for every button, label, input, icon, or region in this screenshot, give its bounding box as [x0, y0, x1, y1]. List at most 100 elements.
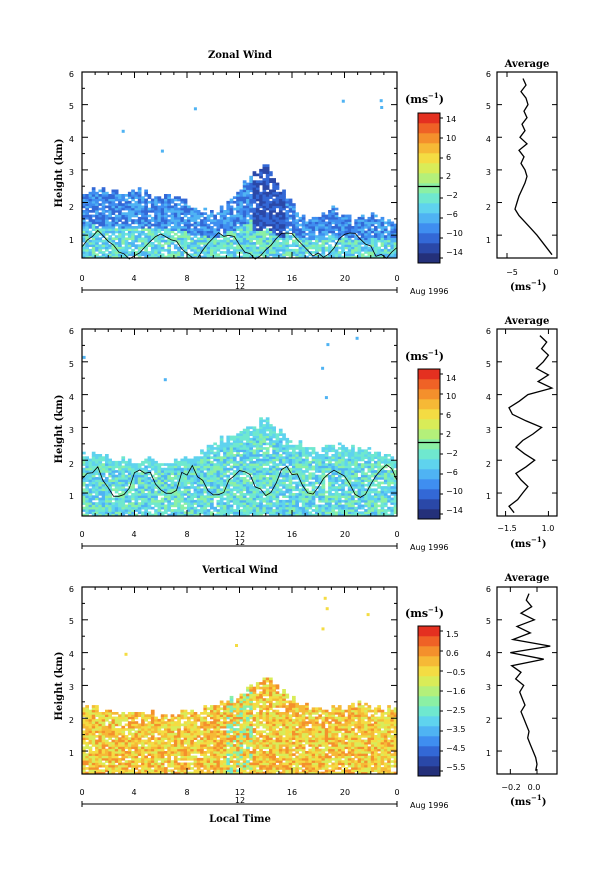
heatmap-cell: [223, 502, 227, 505]
heatmap-cell: [285, 477, 290, 480]
heatmap-cell: [131, 472, 135, 476]
heatmap-cell: [334, 465, 339, 469]
heatmap-cell: [341, 513, 345, 517]
heatmap-cell: [321, 497, 326, 501]
heatmap-cell: [364, 230, 368, 234]
heatmap-cell: [131, 506, 135, 510]
heatmap-cell: [203, 207, 208, 211]
heatmap-cell: [252, 490, 257, 494]
heatmap-cell: [252, 255, 257, 259]
heatmap-cell: [255, 182, 260, 186]
heatmap-cell: [354, 481, 358, 485]
heatmap-cell: [114, 248, 119, 252]
y-tick-label: 1: [69, 236, 74, 245]
heatmap-cell: [226, 223, 231, 227]
heatmap-cell: [108, 481, 112, 485]
heatmap-cell: [278, 203, 283, 206]
heatmap-cell: [91, 244, 96, 247]
heatmap-cell: [364, 474, 368, 478]
heatmap-cell: [216, 235, 221, 238]
heatmap-cell: [272, 474, 276, 478]
heatmap-cell: [210, 251, 214, 254]
heatmap-cell: [360, 216, 365, 220]
heatmap-cell: [360, 465, 365, 469]
heatmap-cell: [157, 479, 162, 482]
heatmap-cell: [210, 246, 214, 250]
heatmap-cell: [347, 513, 352, 517]
heatmap-cell: [203, 221, 208, 225]
heatmap-cell: [95, 194, 99, 197]
heatmap-cell: [370, 472, 375, 476]
heatmap-cell: [292, 212, 296, 215]
heatmap-cell: [393, 239, 398, 243]
heatmap-cell: [219, 472, 224, 476]
heatmap-cell: [374, 497, 378, 501]
heatmap-cell: [177, 203, 181, 206]
heatmap-cell: [160, 255, 165, 259]
heatmap-cell: [200, 212, 204, 215]
heatmap-cell: [216, 451, 221, 455]
heatmap-cell: [292, 244, 296, 247]
heatmap-cell: [272, 470, 276, 473]
heatmap-cell: [390, 479, 395, 482]
heatmap-cell: [177, 198, 181, 202]
heatmap-cell: [108, 244, 112, 247]
heatmap-cell: [328, 499, 332, 503]
heatmap-cell: [88, 210, 93, 213]
heatmap-cell: [301, 223, 306, 227]
heatmap-cell: [252, 428, 257, 432]
heatmap-cell: [180, 509, 185, 512]
heatmap-cell: [360, 456, 365, 459]
heatmap-cell: [249, 511, 253, 515]
heatmap-cell: [357, 463, 362, 466]
heatmap-cell: [337, 458, 342, 462]
heatmap-cell: [298, 456, 303, 459]
heatmap-cell: [147, 506, 152, 510]
heatmap-cell: [200, 490, 204, 494]
heatmap-cell: [357, 497, 362, 501]
heatmap-cell: [380, 504, 385, 508]
heatmap-cell: [328, 506, 332, 510]
heatmap-cell: [246, 456, 250, 459]
heatmap-cell: [210, 456, 214, 459]
heatmap-cell: [380, 506, 385, 510]
heatmap-cell: [331, 456, 336, 459]
heatmap-cell: [160, 207, 165, 211]
heatmap-cell: [351, 246, 355, 250]
heatmap-cell: [170, 495, 175, 498]
heatmap-cell: [315, 246, 319, 250]
heatmap-cell: [295, 477, 299, 480]
heatmap-cell: [295, 451, 299, 455]
heatmap-cell: [203, 235, 208, 238]
heatmap-cell: [301, 221, 306, 225]
heatmap-cell: [121, 221, 126, 225]
heatmap-cell: [206, 493, 211, 496]
heatmap-cell: [88, 490, 93, 494]
heatmap-cell: [239, 499, 244, 503]
heatmap-cell: [324, 216, 329, 220]
heatmap-cell: [321, 479, 326, 482]
heatmap-cell: [160, 463, 165, 466]
heatmap-cell: [249, 237, 253, 241]
heatmap-cell: [374, 495, 378, 498]
heatmap-cell: [265, 454, 270, 457]
heatmap-cell: [88, 191, 93, 195]
heatmap-cell: [114, 214, 119, 218]
heatmap-cell: [108, 504, 112, 508]
heatmap-cell: [82, 753, 86, 756]
heatmap-cell: [121, 495, 126, 498]
heatmap-cell: [242, 499, 247, 503]
heatmap-cell: [282, 511, 286, 515]
heatmap-cell: [380, 255, 385, 259]
heatmap-cell: [272, 210, 276, 213]
heatmap-cell: [114, 486, 119, 489]
heatmap-cell: [98, 255, 103, 259]
heatmap-cell: [183, 502, 188, 505]
heatmap-cell: [292, 495, 296, 498]
heatmap-cell: [347, 499, 352, 503]
heatmap-cell: [141, 200, 145, 204]
heatmap-cell: [157, 246, 162, 250]
heatmap-cell: [200, 477, 204, 480]
heatmap-cell: [321, 447, 326, 450]
heatmap-cell: [203, 490, 208, 494]
